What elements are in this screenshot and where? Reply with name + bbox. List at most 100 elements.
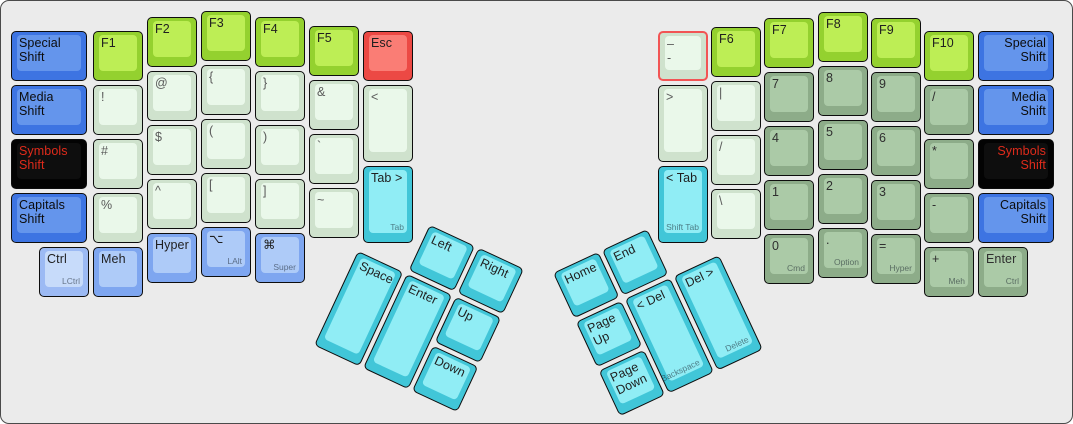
keycap-top: 3 [877, 184, 915, 220]
keycap-top: 1 [770, 184, 808, 220]
key-slash-low[interactable]: / [711, 135, 761, 185]
key-lbrace[interactable]: { [201, 65, 251, 115]
keycap-top: Right [467, 253, 517, 303]
key-label: F3 [209, 16, 224, 30]
key-f2[interactable]: F2 [147, 17, 197, 67]
key-f7[interactable]: F7 [764, 18, 814, 68]
key-label: # [101, 144, 109, 158]
key-asterisk[interactable]: * [924, 139, 974, 189]
keycap-top: Symbols Shift [984, 143, 1048, 179]
key-less[interactable]: < [363, 85, 413, 162]
keycap-top: Special Shift [984, 35, 1048, 71]
key-f4[interactable]: F4 [255, 17, 305, 67]
keycap-top: = Hyper [877, 238, 915, 274]
key-f9[interactable]: F9 [871, 18, 921, 68]
key-pipe[interactable]: | [711, 81, 761, 131]
key-f10[interactable]: F10 [924, 31, 974, 81]
key-hash[interactable]: # [93, 139, 143, 189]
key-f5[interactable]: F5 [309, 26, 359, 76]
key-label: 2 [826, 179, 834, 193]
key-num4[interactable]: 4 [764, 126, 814, 176]
key-special-shift-left[interactable]: Special Shift [11, 31, 87, 81]
key-rbracket[interactable]: ] [255, 179, 305, 229]
key-plus[interactable]: + Meh [924, 247, 974, 297]
key-f6[interactable]: F6 [711, 27, 761, 77]
key-ampersand[interactable]: & [309, 80, 359, 130]
key-backtick[interactable]: ` [309, 134, 359, 184]
key-lparen[interactable]: ( [201, 119, 251, 169]
key-capitals-shift-left[interactable]: Capitals Shift [11, 193, 87, 243]
key-super[interactable]: ⌘ Super [255, 233, 305, 283]
key-num5[interactable]: 5 [818, 120, 868, 170]
key-f8[interactable]: F8 [818, 12, 868, 62]
key-percent[interactable]: % [93, 193, 143, 243]
key-media-shift-left[interactable]: Media Shift [11, 85, 87, 135]
key-num2[interactable]: 2 [818, 174, 868, 224]
key-f1[interactable]: F1 [93, 31, 143, 81]
key-label: F6 [719, 32, 734, 46]
key-sublabel: Cmd [787, 263, 805, 273]
keycap-top: F2 [153, 21, 191, 57]
key-label: Media Shift [19, 90, 54, 118]
key-num8[interactable]: 8 [818, 66, 868, 116]
key-dollar[interactable]: $ [147, 125, 197, 175]
key-lbracket[interactable]: [ [201, 173, 251, 223]
key-label: | [719, 86, 723, 100]
key-label: @ [155, 76, 168, 90]
keycap-top: % [99, 197, 137, 233]
key-at[interactable]: @ [147, 71, 197, 121]
key-minus[interactable]: - [924, 193, 974, 243]
key-backslash[interactable]: \ [711, 189, 761, 239]
key-enter-right[interactable]: Enter Ctrl [978, 247, 1028, 297]
key-label: ] [263, 184, 267, 198]
keycap-top: 8 [824, 70, 862, 106]
key-hyper-left[interactable]: Hyper [147, 233, 197, 283]
key-meh-left[interactable]: Meh [93, 247, 143, 297]
key-lalt[interactable]: ⌥ LAlt [201, 227, 251, 277]
key-symbols-shift-right[interactable]: Symbols Shift [978, 139, 1054, 189]
keycap-top: 0 Cmd [770, 238, 808, 274]
key-symbols-shift-left[interactable]: Symbols Shift [11, 139, 87, 189]
key-label: 6 [879, 131, 887, 145]
key-num7[interactable]: 7 [764, 72, 814, 122]
key-label: F7 [772, 23, 787, 37]
key-capitals-shift-right[interactable]: Capitals Shift [978, 193, 1054, 243]
keycap-top: Symbols Shift [17, 143, 81, 179]
key-label: 4 [772, 131, 780, 145]
keycap-top: F6 [717, 31, 755, 67]
key-num6[interactable]: 6 [871, 126, 921, 176]
key-dot[interactable]: . Option [818, 228, 868, 278]
keycap-top: End [609, 235, 659, 284]
key-caret[interactable]: ^ [147, 179, 197, 229]
keycap-top: 6 [877, 130, 915, 166]
key-tab-left[interactable]: < Tab Shift Tab [658, 166, 708, 243]
key-sublabel: LCtrl [62, 276, 80, 286]
key-num9[interactable]: 9 [871, 72, 921, 122]
key-label: [ [209, 178, 213, 192]
keycap-top: Enter Ctrl [984, 251, 1022, 287]
key-label: ~ [317, 193, 325, 207]
keycap-top: Media Shift [984, 89, 1048, 125]
key-special-shift-right[interactable]: Special Shift [978, 31, 1054, 81]
key-tab-right[interactable]: Tab > Tab [363, 166, 413, 243]
key-exclaim[interactable]: ! [93, 85, 143, 135]
key-rbrace[interactable]: } [255, 71, 305, 121]
key-num3[interactable]: 3 [871, 180, 921, 230]
key-num1[interactable]: 1 [764, 180, 814, 230]
key-num0[interactable]: 0 Cmd [764, 234, 814, 284]
key-label: \ [719, 194, 723, 208]
keycap-top: ) [261, 129, 299, 165]
key-ctrl-left[interactable]: Ctrl LCtrl [39, 247, 89, 297]
key-greater[interactable]: > [658, 85, 708, 162]
key-slash[interactable]: / [924, 85, 974, 135]
key-rparen[interactable]: ) [255, 125, 305, 175]
key-label: Capitals Shift [1000, 198, 1046, 226]
key-f3[interactable]: F3 [201, 11, 251, 61]
key-dash-underscore[interactable]: – - [658, 31, 708, 81]
key-esc[interactable]: Esc [363, 31, 413, 81]
key-tilde[interactable]: ~ [309, 188, 359, 238]
key-label: * [932, 144, 937, 158]
key-media-shift-right[interactable]: Media Shift [978, 85, 1054, 135]
keycap-top: 5 [824, 124, 862, 160]
key-equals[interactable]: = Hyper [871, 234, 921, 284]
